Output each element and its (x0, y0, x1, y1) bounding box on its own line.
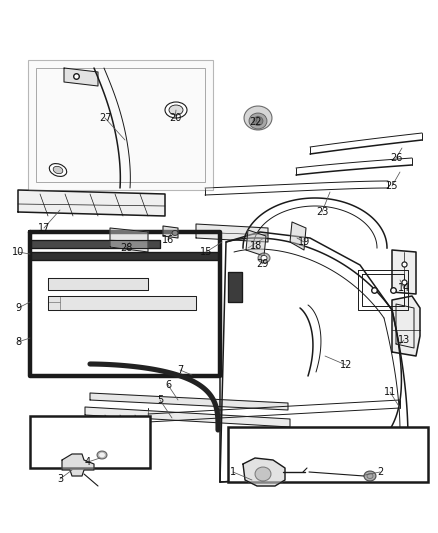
Text: 19: 19 (298, 237, 310, 247)
Ellipse shape (244, 106, 272, 130)
Polygon shape (243, 458, 285, 486)
Text: 9: 9 (15, 303, 21, 313)
Polygon shape (110, 228, 148, 252)
Text: 12: 12 (340, 360, 352, 370)
Polygon shape (64, 68, 98, 86)
Text: 29: 29 (256, 259, 268, 269)
Ellipse shape (261, 255, 267, 261)
Text: 18: 18 (250, 241, 262, 251)
Bar (30, 416, 150, 468)
Text: 28: 28 (120, 243, 132, 253)
Text: 2: 2 (377, 467, 383, 477)
Ellipse shape (253, 117, 263, 125)
Text: 25: 25 (386, 181, 398, 191)
Ellipse shape (169, 105, 183, 115)
Text: 5: 5 (157, 395, 163, 405)
Polygon shape (196, 224, 268, 242)
Text: 11: 11 (384, 387, 396, 397)
Ellipse shape (49, 164, 67, 176)
Text: 1: 1 (230, 467, 236, 477)
Polygon shape (85, 407, 290, 427)
Polygon shape (392, 250, 416, 294)
Polygon shape (18, 190, 165, 216)
Ellipse shape (53, 166, 63, 174)
Ellipse shape (172, 230, 178, 236)
Polygon shape (163, 226, 178, 238)
Text: 27: 27 (99, 113, 111, 123)
Text: 17: 17 (38, 223, 50, 233)
Polygon shape (30, 252, 220, 260)
Polygon shape (48, 296, 196, 310)
Ellipse shape (367, 473, 373, 479)
Text: 3: 3 (57, 474, 63, 484)
Ellipse shape (249, 113, 267, 129)
Text: 23: 23 (316, 207, 328, 217)
Text: 13: 13 (398, 335, 410, 345)
Ellipse shape (165, 102, 187, 118)
Polygon shape (392, 296, 420, 356)
Bar (28, 60, 213, 190)
Polygon shape (90, 393, 288, 410)
Ellipse shape (255, 467, 271, 481)
Ellipse shape (99, 453, 105, 457)
Text: 6: 6 (165, 380, 171, 390)
Text: 4: 4 (85, 457, 91, 467)
Polygon shape (228, 272, 242, 302)
Bar (36, 68, 205, 182)
Text: 20: 20 (169, 113, 181, 123)
Text: 22: 22 (250, 117, 262, 127)
Text: 14: 14 (398, 283, 410, 293)
Ellipse shape (364, 471, 376, 481)
Text: 10: 10 (12, 247, 24, 257)
Text: 15: 15 (200, 247, 212, 257)
Polygon shape (48, 278, 148, 290)
Text: 16: 16 (162, 235, 174, 245)
Polygon shape (290, 222, 306, 250)
Polygon shape (62, 454, 94, 476)
Ellipse shape (258, 253, 270, 263)
Text: 8: 8 (15, 337, 21, 347)
Text: 7: 7 (177, 365, 183, 375)
Text: 26: 26 (390, 153, 402, 163)
Polygon shape (246, 230, 266, 256)
Polygon shape (30, 240, 160, 248)
Bar (228, 427, 428, 482)
Ellipse shape (97, 451, 107, 459)
